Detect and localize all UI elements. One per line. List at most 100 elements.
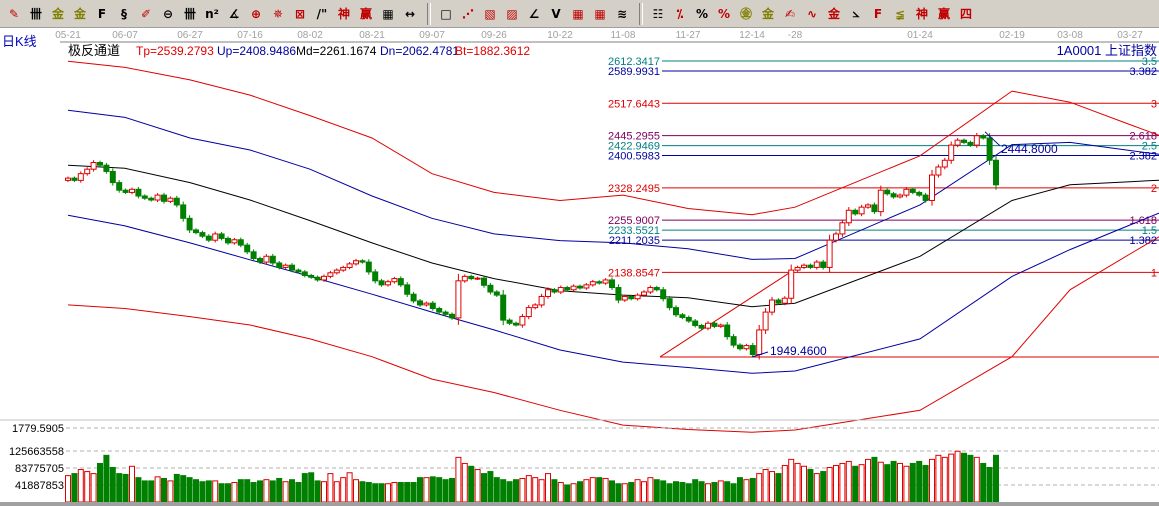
candle-down [276,262,283,268]
volume-bar-up [756,473,763,503]
pen-marker-icon[interactable]: ✐ [140,6,152,21]
fib-ratio-label: 1.618 [1129,215,1157,227]
volume-bar-down [404,482,411,503]
rectangle-icon[interactable]: □ [440,6,452,21]
candle-down [122,189,129,193]
percent-icon[interactable]: % [695,6,709,21]
fan-box-icon[interactable]: ▧ [484,6,496,21]
candle-down [711,322,718,327]
volume-bar-up [231,482,238,503]
cycle-lines-icon[interactable]: 卌 [183,7,196,21]
fan-gold-icon[interactable]: ≨ [894,6,906,21]
ying-icon[interactable]: 赢 [359,7,372,21]
volume-bar-up [973,456,980,503]
radar-icon[interactable]: ✵ [272,6,284,21]
candle-down [481,277,487,286]
angle-fan-icon[interactable]: ∠ [528,6,540,21]
period-label[interactable]: 日K线 [2,34,37,49]
volume-bar-up [929,458,935,503]
volume-bar-up [877,461,884,503]
candle-down [807,264,814,268]
candle-up [788,269,795,299]
bottom-scrollbar[interactable] [0,502,1159,506]
toolbar-separator [639,2,643,25]
candle-up [231,239,238,244]
volume-bar-up [897,462,903,503]
parallel-lines-icon[interactable]: 卌 [29,7,42,21]
grid-scale-icon[interactable]: ▦ [382,6,394,21]
candle-down [314,276,321,281]
box-target-icon[interactable]: ⊠ [294,6,306,21]
fan-j-icon[interactable]: ⦣ [852,6,860,20]
candle-up [385,281,391,286]
fan-four-icon[interactable]: 四 [959,7,972,21]
security-name: 1A0001 上证指数 [1057,43,1157,58]
volume-bar-down [653,479,660,503]
volume-bar-down [180,475,187,503]
angle-icon[interactable]: ∡ [228,6,240,21]
candle-up [948,144,955,161]
marker-icon[interactable]: ✍ [784,6,796,21]
candle-down [257,258,263,263]
candle-down [289,264,295,271]
fan-shen-icon[interactable]: 神 [915,7,928,21]
volume-bar-up [954,450,961,503]
grid-2-icon[interactable]: ▦ [594,6,606,21]
volume-bar-down [730,483,737,503]
volume-bar-down [468,465,475,503]
percent-slash-icon[interactable]: ⁒ [676,6,684,21]
slash-marks-icon[interactable]: /" [316,6,328,21]
target-icon[interactable]: ⊕ [250,6,262,21]
grid-icon[interactable]: ▦ [572,6,584,21]
gold-split-2-icon[interactable]: 金 [73,7,86,21]
volume-bar-up [538,479,545,503]
gold-coin-icon[interactable]: ㊎ [739,7,752,21]
volume-bar-up [621,483,628,503]
fibonacci-icon[interactable]: F [97,6,107,21]
wave-icon[interactable]: ∿ [806,6,818,21]
volume-bar-up [77,469,84,503]
volume-bar-down [922,464,929,503]
circle-cycle-icon[interactable]: ⊖ [162,6,174,21]
date-tick-label: 11-27 [676,30,701,41]
candle-up [455,280,462,319]
square-lines-icon[interactable]: n² [205,6,219,21]
fan-lines-icon[interactable]: ⋰ [462,6,474,21]
volume-bar-down [116,473,123,503]
candle-down [449,313,455,319]
candle-up [973,135,980,146]
candle-down [135,188,142,197]
gold-split-icon[interactable]: 金 [51,7,64,21]
volume-bar-up [525,475,532,503]
volume-bar-down [487,471,494,503]
volume-tick-label: 125663558 [9,446,64,458]
percent-lines-icon[interactable]: % [717,6,731,21]
gold-lines-icon[interactable]: 金 [761,7,774,21]
fan-box-2-icon[interactable]: ▨ [506,6,518,21]
fan-ying-icon[interactable]: 赢 [937,7,950,21]
pen-icon[interactable]: ✎ [8,6,20,21]
candle-up [212,233,219,241]
date-tick-label: 09-07 [419,30,445,41]
hatch-icon[interactable]: ≋ [616,6,628,21]
width-arrows-icon[interactable]: ↔ [404,6,416,21]
spiral-icon[interactable]: § [121,6,127,21]
candle-down [551,289,558,293]
fib-price-label: 2328.2495 [608,183,660,195]
ruler-icon[interactable]: ☷ [652,6,664,21]
volume-bar-down [513,479,519,503]
fan-f-icon[interactable]: F [873,6,883,21]
candle-up [167,197,174,202]
candle-down [596,281,603,284]
volume-tick-label: 1779.5905 [12,423,64,435]
candle-down [148,197,155,201]
candle-up [65,177,71,181]
gold-box-icon[interactable]: 金 [827,7,840,21]
candle-up [705,322,711,329]
volume-bar-down [250,482,257,503]
v-line-icon[interactable]: V [551,6,561,21]
shen-icon[interactable]: 神 [337,7,350,21]
volume-bar-down [378,483,385,503]
volume-bar-down [71,473,78,503]
